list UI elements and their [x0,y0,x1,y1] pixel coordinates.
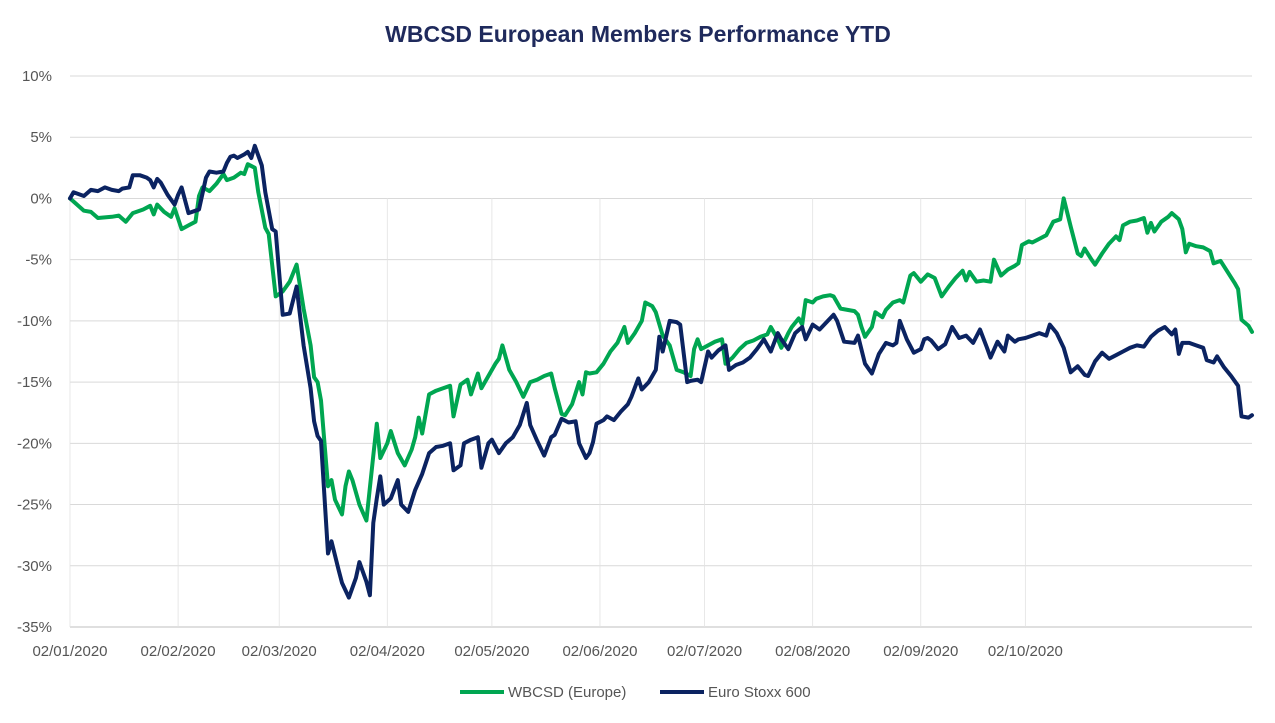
x-axis-tick-labels: 02/01/2020 02/02/2020 02/03/2020 02/04/2020… [32,643,1062,660]
y-axis-tick-labels: 10% 5% 0% -5% -10% -15% -20% -25% -30% -35% [17,68,52,636]
vertical-grid-layer [69,198,1026,627]
y-tick-label: -10% [17,313,52,330]
y-tick-label: 0% [30,190,52,207]
y-tick-label: -30% [17,558,52,575]
x-tick-label: 02/03/2020 [242,643,317,660]
legend: WBCSD (Europe) Euro Stoxx 600 [460,684,811,701]
x-tick-label: 02/01/2020 [32,643,107,660]
x-tick-label: 02/08/2020 [775,643,850,660]
x-tick-label: 02/02/2020 [141,643,216,660]
series-layer [68,143,1254,600]
series-line-wbcsd-europe [68,162,1254,523]
x-tick-label: 02/07/2020 [667,643,742,660]
y-tick-label: -35% [17,619,52,636]
legend-label: WBCSD (Europe) [508,684,626,701]
x-tick-label: 02/06/2020 [562,643,637,660]
x-tick-label: 02/05/2020 [454,643,529,660]
series-line-euro-stoxx-600 [68,143,1254,600]
y-tick-label: 5% [30,129,52,146]
chart-title: WBCSD European Members Performance YTD [385,21,891,47]
y-tick-label: -15% [17,374,52,391]
x-tick-label: 02/04/2020 [350,643,425,660]
y-tick-label: 10% [22,68,52,85]
legend-label: Euro Stoxx 600 [708,684,811,701]
y-tick-label: -20% [17,435,52,452]
y-tick-label: -25% [17,497,52,514]
x-tick-label: 02/10/2020 [988,643,1063,660]
x-tick-label: 02/09/2020 [883,643,958,660]
y-tick-label: -5% [25,252,52,269]
